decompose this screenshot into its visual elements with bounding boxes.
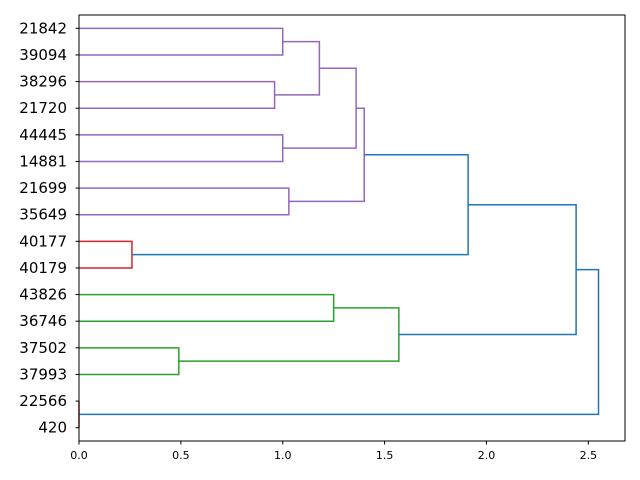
leaf-label: 37502 (19, 339, 67, 357)
leaf-label: 36746 (19, 312, 67, 330)
leaf-label: 40179 (19, 259, 67, 277)
link-11 (79, 347, 180, 376)
leaf-label: 43826 (19, 286, 67, 304)
x-tick-label: 0.5 (172, 449, 190, 462)
plot-area (79, 15, 625, 441)
leaf-label: 14881 (19, 152, 67, 170)
x-tick-label: 1.0 (274, 449, 292, 462)
leaf-label: 44445 (19, 126, 67, 144)
leaf-label: 22566 (19, 392, 67, 410)
link-12 (178, 307, 400, 362)
leaf-label: 40177 (19, 232, 67, 250)
leaf-label: 35649 (19, 206, 67, 224)
link-2 (79, 80, 276, 109)
x-tick-label: 2.5 (580, 449, 598, 462)
link-13 (398, 203, 577, 336)
leaf-label: 21720 (19, 99, 67, 117)
x-tick-label: 0.0 (70, 449, 88, 462)
link-6 (79, 187, 290, 216)
leaf-label: 21842 (19, 19, 67, 37)
plot-frame (78, 14, 626, 442)
leaf-label: 21699 (19, 179, 67, 197)
leaf-label: 39094 (19, 46, 67, 64)
link-1 (79, 27, 284, 56)
y-tick-labels: 21842 39094 38296 21720 44445 14881 21699 35649… (19, 19, 79, 437)
x-axis: 0.0 0.5 1.0 1.5 2.0 2.5 (70, 441, 597, 462)
leaf-label: 38296 (19, 73, 67, 91)
x-tick-label: 1.5 (376, 449, 394, 462)
link-8 (79, 240, 133, 269)
link-4 (79, 134, 284, 163)
link-10 (79, 293, 335, 322)
leaf-label: 37993 (19, 365, 67, 383)
link-15 (79, 268, 600, 416)
leaf-label: 420 (38, 419, 67, 437)
x-tick-label: 2.0 (478, 449, 496, 462)
